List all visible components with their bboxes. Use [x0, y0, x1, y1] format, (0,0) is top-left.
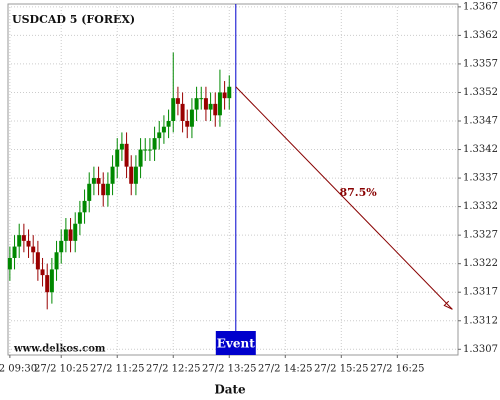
y-tick-label: 1.3327 — [463, 230, 498, 241]
candle-body — [208, 103, 213, 110]
y-tick-label: 1.3312 — [463, 315, 498, 326]
candle-body — [96, 178, 101, 184]
candle-body — [35, 252, 40, 270]
candle-body — [171, 98, 176, 121]
candle-body — [185, 121, 190, 127]
candle-body — [161, 126, 166, 133]
candle-body — [40, 269, 45, 276]
candle-body — [115, 149, 120, 167]
x-tick-label: 27/2 14:25 — [258, 364, 312, 375]
candle-body — [68, 229, 73, 241]
candle-body — [217, 92, 222, 116]
arrow-head — [443, 300, 453, 310]
candle-body — [91, 178, 96, 184]
candle-body — [54, 252, 59, 270]
forecast-arrow — [235, 86, 453, 310]
candle-body — [199, 98, 204, 100]
candle-body — [129, 166, 134, 184]
x-tick-label: 27/2 12:25 — [146, 364, 200, 375]
candle-body — [45, 275, 50, 293]
candle-body — [194, 98, 199, 110]
candle-body — [82, 200, 87, 213]
candle-body — [180, 103, 185, 121]
candle-body — [12, 246, 17, 258]
candle-body — [77, 212, 82, 224]
x-tick-label: 27/2 09:30 — [0, 364, 37, 375]
candle-body — [222, 92, 227, 99]
y-tick-label: 1.3362 — [463, 30, 498, 41]
candle-body — [7, 257, 12, 270]
candle-body — [17, 235, 22, 247]
candle-body — [21, 235, 26, 241]
candle-body — [133, 166, 138, 184]
arrow-label: 87.5% — [339, 186, 377, 199]
y-tick-label: 1.3357 — [463, 58, 498, 69]
x-tick-label: 27/2 16:25 — [370, 364, 424, 375]
y-tick-label: 1.3317 — [463, 287, 498, 298]
candle-body — [87, 183, 92, 201]
candle-body — [166, 121, 171, 127]
y-tick-label: 1.3367 — [463, 1, 498, 12]
event-label: Event — [217, 337, 255, 351]
x-tick-label: 27/2 10:25 — [34, 364, 88, 375]
y-tick-label: 1.3332 — [463, 201, 498, 212]
candle-body — [119, 143, 124, 150]
candle-body — [213, 103, 218, 116]
y-tick-label: 1.3337 — [463, 173, 498, 184]
candle-body — [110, 166, 115, 184]
candle-body — [31, 246, 36, 253]
candle-body — [63, 229, 68, 241]
candle-body — [175, 98, 180, 104]
candle-body — [143, 149, 148, 151]
candle-body — [101, 183, 106, 196]
x-tick-label: 27/2 11:25 — [90, 364, 144, 375]
x-tick-label: 27/2 15:25 — [314, 364, 368, 375]
y-tick-label: 1.3342 — [463, 144, 498, 155]
plot-frame — [7, 3, 459, 356]
y-tick-label: 1.3352 — [463, 87, 498, 98]
x-axis-label: Date — [214, 383, 246, 397]
candle-body — [105, 183, 110, 196]
candle-body — [157, 132, 162, 139]
candle-body — [147, 149, 152, 151]
candle-body — [189, 109, 194, 127]
y-tick-label: 1.3322 — [463, 258, 498, 269]
candle-body — [138, 149, 143, 167]
x-tick-label: 27/2 13:25 — [202, 364, 256, 375]
candle-body — [26, 240, 31, 247]
candle-body — [152, 138, 157, 150]
candle-body — [124, 143, 129, 167]
y-tick-label: 1.3347 — [463, 116, 498, 127]
event-box — [215, 331, 256, 355]
chart-title: USDCAD 5 (FOREX) — [12, 13, 135, 26]
candle-body — [73, 223, 78, 241]
candle-body — [59, 240, 64, 253]
candle-body — [49, 269, 54, 293]
candle-body — [203, 98, 208, 110]
candle-body — [227, 86, 232, 99]
y-tick-label: 1.3307 — [463, 344, 498, 355]
